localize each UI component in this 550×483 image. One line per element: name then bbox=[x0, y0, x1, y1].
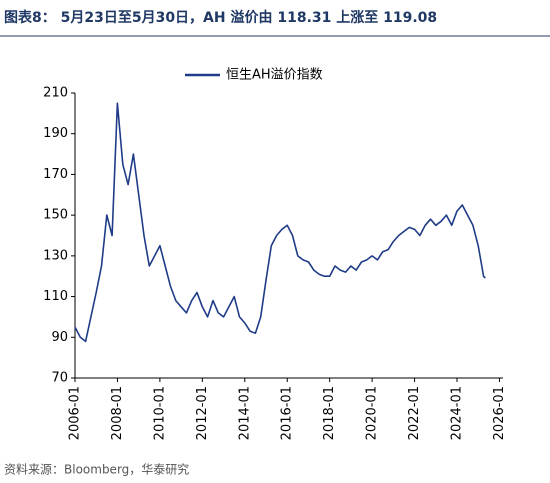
x-tick-label: 2024-01 bbox=[450, 386, 465, 440]
x-tick-label: 2016-01 bbox=[280, 386, 295, 440]
x-tick-label: 2026-01 bbox=[492, 386, 507, 440]
x-tick-label: 2010-01 bbox=[152, 386, 167, 440]
y-tick-label: 210 bbox=[43, 86, 68, 101]
x-tick-label: 2022-01 bbox=[407, 386, 422, 440]
y-tick-label: 190 bbox=[43, 126, 68, 141]
y-tick-label: 110 bbox=[43, 289, 68, 304]
chart-title: 图表8： 5月23日至5月30日，AH 溢价由 118.31 上涨至 119.0… bbox=[4, 9, 437, 26]
series-line bbox=[74, 102, 486, 343]
x-tick-label: 2012-01 bbox=[195, 386, 210, 440]
y-tick-label: 70 bbox=[51, 371, 68, 386]
x-tick-label: 2008-01 bbox=[110, 386, 125, 440]
y-tick-label: 150 bbox=[43, 208, 68, 223]
y-tick-label: 90 bbox=[51, 330, 68, 345]
x-tick-label: 2006-01 bbox=[68, 386, 83, 440]
source: 资料来源：Bloomberg，华泰研究 bbox=[4, 462, 189, 477]
x-tick-label: 2020-01 bbox=[365, 386, 380, 440]
y-tick-label: 170 bbox=[43, 167, 68, 182]
x-tick-label: 2014-01 bbox=[237, 386, 252, 440]
x-tick-label: 2018-01 bbox=[322, 386, 337, 440]
y-tick-label: 130 bbox=[43, 248, 68, 263]
legend-label: 恒生AH溢价指数 bbox=[226, 68, 323, 83]
